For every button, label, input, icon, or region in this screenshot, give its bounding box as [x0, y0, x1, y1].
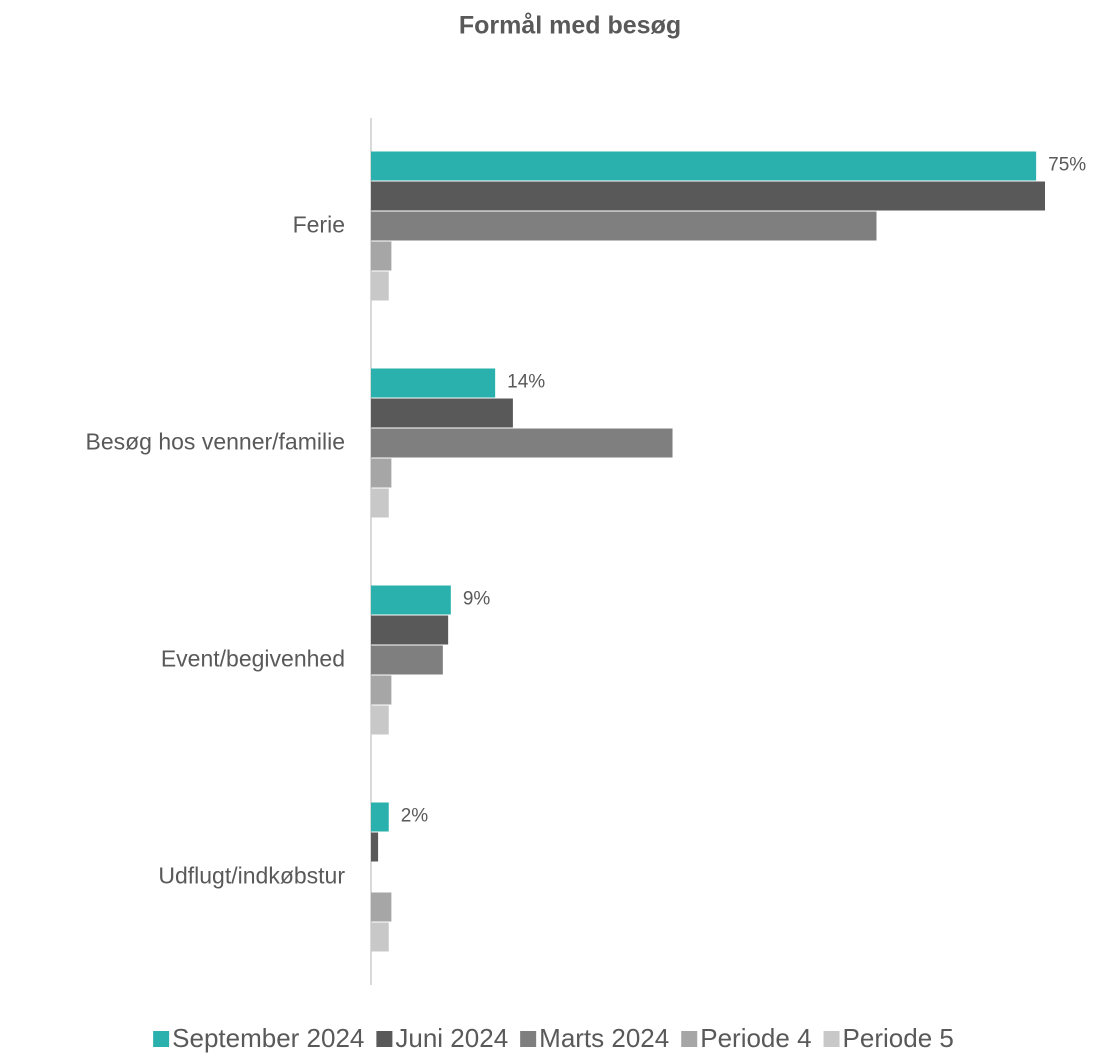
bar	[371, 398, 513, 428]
bar	[371, 368, 496, 398]
bar	[371, 832, 379, 862]
category-label: Event/begivenhed	[161, 646, 345, 672]
category-label: Besøg hos venner/familie	[85, 429, 345, 455]
bar	[371, 211, 877, 241]
legend-swatch	[376, 1031, 393, 1047]
bar	[371, 151, 1037, 181]
legend-label: Juni 2024	[395, 1023, 508, 1053]
legend-label: September 2024	[172, 1023, 364, 1053]
legend-swatch	[823, 1031, 840, 1047]
legend-swatch	[681, 1031, 698, 1047]
bar	[371, 892, 392, 922]
bar	[371, 241, 392, 271]
bar	[371, 181, 1045, 211]
bar	[371, 458, 392, 488]
category-label: Ferie	[293, 212, 345, 238]
bar	[371, 645, 443, 675]
data-label: 14%	[507, 372, 545, 393]
bar	[371, 271, 389, 301]
bar	[371, 922, 389, 952]
legend-swatch	[520, 1031, 537, 1047]
legend-swatch	[153, 1031, 170, 1047]
bar	[371, 802, 389, 832]
bar	[371, 488, 389, 518]
data-label: 9%	[463, 589, 491, 610]
bar	[371, 615, 449, 645]
bar	[371, 705, 389, 735]
bar	[371, 585, 451, 615]
legend-label: Periode 5	[843, 1023, 954, 1053]
data-label: 2%	[401, 806, 429, 827]
bar	[371, 675, 392, 705]
legend-label: Marts 2024	[539, 1023, 669, 1053]
chart-title: Formål med besøg	[459, 12, 681, 40]
data-label: 75%	[1048, 155, 1086, 176]
legend-label: Periode 4	[700, 1023, 811, 1053]
category-label: Udflugt/indkøbstur	[158, 863, 345, 889]
bar	[371, 428, 673, 458]
